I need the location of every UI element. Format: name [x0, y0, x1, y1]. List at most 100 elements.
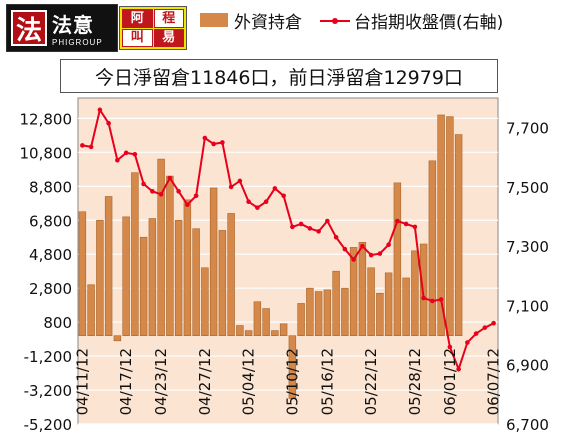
right-tick-label: 7,500	[506, 179, 549, 197]
price-point	[360, 243, 365, 249]
price-point	[316, 229, 321, 234]
price-point	[473, 331, 479, 336]
price-point	[246, 199, 251, 205]
price-point	[333, 234, 339, 240]
price-point	[272, 186, 278, 191]
price-point	[403, 221, 409, 227]
program-logo-char: 易	[153, 28, 184, 47]
logo-text: 法意 PHIGROUP	[52, 9, 103, 47]
price-point	[342, 246, 348, 252]
left-axis: -5,200 -3,200 -1,200 800 2,800 4,800 6,800 8,80…	[20, 110, 73, 434]
left-tick-label: 6,800	[29, 212, 72, 230]
price-point	[167, 175, 173, 181]
bar	[253, 301, 262, 337]
legend-bar-swatch	[200, 13, 228, 27]
x-tick-label: 05/04/12	[240, 348, 258, 415]
bar	[236, 325, 244, 337]
bar	[341, 287, 349, 337]
x-tick-label: 06/01/12	[441, 348, 459, 415]
price-point	[281, 193, 286, 199]
bar	[349, 247, 358, 337]
price-point	[290, 224, 295, 230]
x-tick-label: 05/28/12	[406, 348, 424, 415]
logo-english-name: PHIGROUP	[52, 38, 103, 47]
bar	[192, 228, 200, 337]
price-point	[123, 150, 129, 156]
bar	[183, 199, 192, 337]
bar	[314, 291, 323, 337]
price-point	[220, 140, 225, 145]
price-point	[141, 181, 146, 187]
legend-bar-label: 外資持倉	[234, 12, 302, 33]
bar	[454, 134, 463, 337]
right-tick-label: 6,700	[506, 416, 549, 434]
x-tick-label: 05/16/12	[318, 348, 336, 415]
bar	[87, 284, 95, 337]
bar	[113, 335, 122, 342]
price-point	[176, 189, 181, 194]
price-point	[307, 226, 313, 231]
x-tick-label: 04/17/12	[117, 348, 135, 415]
bar	[288, 335, 297, 399]
price-point	[298, 221, 304, 227]
price-point	[386, 242, 391, 247]
legend-line-swatch	[320, 13, 350, 27]
program-logo-char: 程	[153, 9, 184, 28]
price-point	[325, 218, 330, 224]
right-tick-label: 7,100	[506, 297, 549, 315]
bar	[384, 272, 393, 337]
price-point	[395, 218, 400, 224]
bar	[411, 250, 419, 337]
x-tick-label: 04/23/12	[152, 348, 170, 415]
right-tick-label: 7,700	[506, 120, 549, 138]
bar	[271, 330, 279, 337]
price-point	[185, 202, 190, 207]
bar	[166, 175, 174, 337]
bar	[279, 323, 288, 337]
right-axis: 6,700 6,900 7,100 7,300 7,500 7,700	[506, 120, 549, 434]
bar	[139, 236, 148, 337]
bar	[104, 196, 113, 337]
price-point	[158, 192, 164, 197]
bar	[78, 211, 87, 337]
price-point	[115, 157, 120, 163]
price-point	[106, 120, 111, 126]
program-logo-char: 阿	[122, 9, 153, 28]
program-logo-char: 叫	[122, 28, 153, 47]
left-tick-label: -5,200	[24, 416, 72, 434]
bar-series	[78, 114, 463, 399]
bar	[297, 303, 305, 337]
right-tick-label: 7,300	[506, 238, 549, 256]
price-point	[377, 251, 383, 256]
bar	[437, 114, 445, 337]
bar	[376, 292, 384, 337]
x-axis: 04/11/12 04/17/12 04/23/12 04/27/12 05/04/12…	[73, 348, 502, 415]
left-tick-label: 8,800	[29, 178, 72, 196]
bar	[367, 267, 375, 337]
bar	[209, 187, 218, 337]
bar	[244, 330, 253, 337]
bar	[323, 289, 332, 337]
left-tick-label: 4,800	[29, 246, 72, 264]
price-point	[447, 344, 453, 350]
price-point	[456, 366, 461, 372]
bar	[402, 277, 410, 337]
bar	[358, 242, 367, 337]
x-tick-label: 06/07/12	[485, 348, 503, 415]
program-logo: 阿 程 叫 易	[119, 6, 187, 50]
price-point	[465, 340, 470, 345]
price-point	[237, 178, 243, 184]
price-point	[132, 152, 138, 157]
bar	[306, 287, 314, 337]
bar	[262, 308, 270, 337]
bar	[122, 216, 130, 337]
legend: 外資持倉 台指期收盤價(右軸)	[200, 8, 503, 33]
price-point	[412, 224, 418, 230]
x-tick-label: 05/10/12	[283, 348, 301, 415]
price-point	[263, 199, 269, 205]
x-tick-label: 04/11/12	[73, 348, 91, 415]
left-tick-label: 10,800	[20, 144, 73, 162]
price-point	[150, 189, 155, 194]
price-point	[80, 143, 85, 148]
price-point	[88, 144, 94, 150]
